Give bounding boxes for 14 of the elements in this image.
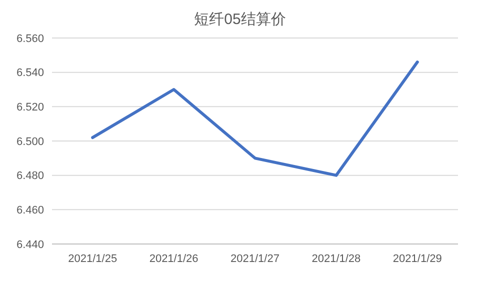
y-tick-label: 6.560 bbox=[16, 32, 44, 45]
x-tick-label: 2021/1/27 bbox=[230, 253, 280, 265]
line-series bbox=[91, 60, 419, 177]
x-tick-label: 2021/1/28 bbox=[312, 253, 361, 265]
y-tick-label: 6.520 bbox=[16, 102, 44, 114]
x-tick-label: 2021/1/26 bbox=[149, 253, 198, 265]
y-tick-label: 6.540 bbox=[16, 67, 44, 80]
chart-title: 短纤05结算价 bbox=[194, 11, 286, 28]
y-tick-label: 6.460 bbox=[16, 204, 44, 217]
y-tick-label: 6.480 bbox=[16, 170, 44, 182]
x-tick-label: 2021/1/29 bbox=[392, 253, 442, 265]
x-tick-label: 2021/1/25 bbox=[68, 253, 118, 265]
y-tick-label: 6.440 bbox=[16, 238, 44, 251]
y-tick-label: 6.500 bbox=[16, 136, 44, 148]
